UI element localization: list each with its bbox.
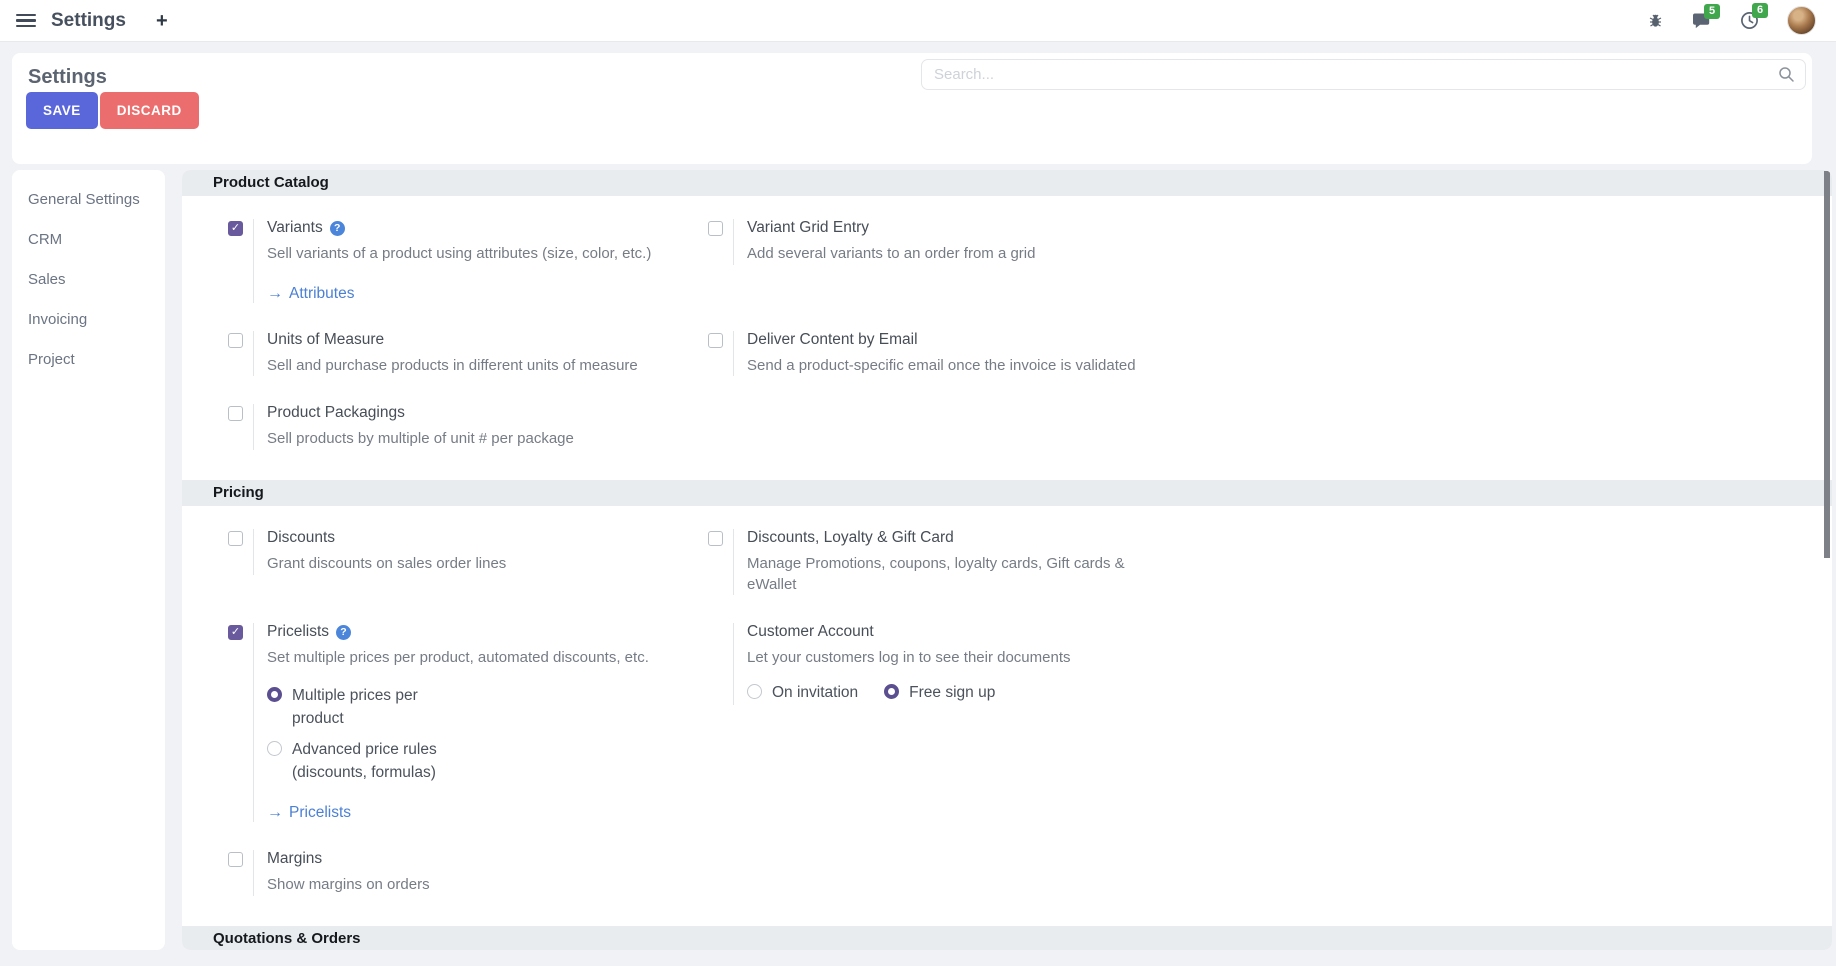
- section-header-quotations-orders: Quotations & Orders: [182, 925, 1832, 950]
- setting-desc: Let your customers log in to see their d…: [747, 649, 1071, 667]
- setting-label: Variant Grid Entry: [747, 219, 870, 236]
- sidebar-item-project[interactable]: Project: [28, 351, 75, 368]
- setting-desc: Grant discounts on sales order lines: [267, 555, 507, 573]
- sidebar-item-sales[interactable]: Sales: [28, 271, 66, 288]
- pricelists-checkbox[interactable]: ✓: [228, 625, 243, 641]
- customer-account-radio-group: On invitation Free sign up: [747, 682, 1148, 704]
- variant-grid-entry-checkbox[interactable]: ✓: [708, 221, 723, 236]
- vertical-scrollbar-thumb[interactable]: [1824, 171, 1830, 558]
- variants-checkbox[interactable]: ✓: [228, 221, 243, 236]
- setting-desc: Send a product-specific email once the i…: [747, 356, 1136, 374]
- save-button[interactable]: SAVE: [26, 92, 98, 129]
- radio-on-invitation[interactable]: On invitation: [747, 682, 858, 704]
- setting-product-packagings: ✓ Product Packagings Sell products by mu…: [228, 404, 708, 451]
- radio-multiple-prices[interactable]: Multiple prices per product: [267, 685, 668, 730]
- setting-variant-grid-entry: ✓ Variant Grid Entry Add several variant…: [708, 219, 1188, 265]
- messages-chat-icon[interactable]: 5: [1692, 3, 1721, 30]
- search-input[interactable]: [921, 59, 1806, 90]
- setting-variants: ✓ Variants? Sell variants of a product u…: [228, 219, 708, 303]
- section-body-product-catalog: ✓ Variants? Sell variants of a product u…: [182, 196, 1832, 480]
- setting-label: Customer Account: [747, 623, 874, 641]
- units-of-measure-checkbox[interactable]: ✓: [228, 332, 243, 348]
- section-header-pricing: Pricing: [182, 480, 1832, 507]
- navbar-systray: 5 6: [1647, 3, 1822, 35]
- radio-button[interactable]: [267, 741, 282, 757]
- settings-header-panel: Settings SAVE DISCARD: [12, 53, 1812, 164]
- setting-desc: Show margins on orders: [267, 876, 430, 893]
- arrow-right-icon: →: [267, 804, 283, 821]
- setting-desc: Add several variants to an order from a …: [747, 245, 1036, 262]
- page-title: Settings: [28, 66, 107, 88]
- setting-pricelists: ✓ Pricelists? Set multiple prices per pr…: [228, 623, 708, 822]
- setting-discounts-loyalty-gift-card: ✓ Discounts, Loyalty & Gift Card Manage …: [708, 529, 1188, 596]
- radio-free-sign-up[interactable]: Free sign up: [884, 682, 995, 704]
- arrow-right-icon: →: [267, 284, 283, 302]
- deliver-content-checkbox[interactable]: ✓: [708, 332, 723, 348]
- setting-label: Variants: [267, 219, 323, 236]
- attributes-link[interactable]: → Attributes: [267, 284, 355, 302]
- radio-advanced-price-rules[interactable]: Advanced price rules (discounts, formula…: [267, 739, 668, 784]
- setting-label: Discounts, Loyalty & Gift Card: [747, 529, 954, 547]
- user-avatar[interactable]: [1787, 6, 1816, 35]
- pricelists-radio-group: Multiple prices per product Advanced pri…: [267, 685, 668, 784]
- settings-content: Product Catalog ✓ Variants? Sell variant…: [182, 170, 1832, 950]
- sidebar-item-crm[interactable]: CRM: [28, 231, 63, 248]
- new-tab-plus-icon[interactable]: +: [155, 9, 168, 32]
- radio-button[interactable]: [267, 687, 282, 703]
- section-body-pricing: ✓ Discounts Grant discounts on sales ord…: [182, 506, 1832, 926]
- setting-label: Discounts: [267, 529, 336, 547]
- loyalty-checkbox[interactable]: ✓: [708, 531, 723, 547]
- pricelists-link[interactable]: → Pricelists: [267, 804, 352, 821]
- section-header-product-catalog: Product Catalog: [182, 170, 1832, 196]
- search-icon[interactable]: [1778, 66, 1795, 83]
- setting-discounts: ✓ Discounts Grant discounts on sales ord…: [228, 529, 708, 575]
- activities-clock-icon[interactable]: 6: [1740, 3, 1769, 30]
- help-icon[interactable]: ?: [329, 220, 345, 236]
- top-navbar: Settings + 5 6: [0, 0, 1836, 42]
- setting-deliver-content-by-email: ✓ Deliver Content by Email Send a produc…: [708, 330, 1188, 377]
- setting-desc: Manage Promotions, coupons, loyalty card…: [747, 555, 1125, 593]
- setting-label: Pricelists: [267, 623, 330, 641]
- activities-count-badge: 6: [1752, 3, 1769, 18]
- help-icon[interactable]: ?: [336, 624, 352, 640]
- margins-checkbox[interactable]: ✓: [228, 852, 243, 867]
- setting-desc: Set multiple prices per product, automat…: [267, 649, 649, 667]
- setting-label: Margins: [267, 850, 323, 867]
- setting-units-of-measure: ✓ Units of Measure Sell and purchase pro…: [228, 330, 708, 377]
- discounts-checkbox[interactable]: ✓: [228, 531, 243, 547]
- setting-label: Deliver Content by Email: [747, 330, 918, 348]
- product-packagings-checkbox[interactable]: ✓: [228, 406, 243, 422]
- setting-desc: Sell variants of a product using attribu…: [267, 245, 652, 262]
- discard-button[interactable]: DISCARD: [99, 92, 199, 129]
- radio-button[interactable]: [884, 684, 900, 700]
- setting-margins: ✓ Margins Show margins on orders: [228, 850, 708, 896]
- radio-button[interactable]: [747, 684, 762, 700]
- debug-bug-icon[interactable]: [1647, 12, 1664, 29]
- setting-label: Product Packagings: [267, 404, 405, 422]
- sidebar-item-general-settings[interactable]: General Settings: [28, 191, 140, 208]
- sidebar-item-invoicing[interactable]: Invoicing: [28, 311, 88, 328]
- setting-customer-account: Customer Account Let your customers log …: [708, 623, 1188, 705]
- hamburger-menu-icon[interactable]: [16, 13, 36, 28]
- setting-desc: Sell and purchase products in different …: [267, 356, 638, 374]
- setting-desc: Sell products by multiple of unit # per …: [267, 430, 574, 448]
- navbar-app-title[interactable]: Settings: [51, 9, 126, 31]
- messages-count-badge: 5: [1704, 3, 1721, 19]
- setting-label: Units of Measure: [267, 330, 385, 348]
- settings-sidebar: General Settings CRM Sales Invoicing Pro…: [12, 170, 165, 950]
